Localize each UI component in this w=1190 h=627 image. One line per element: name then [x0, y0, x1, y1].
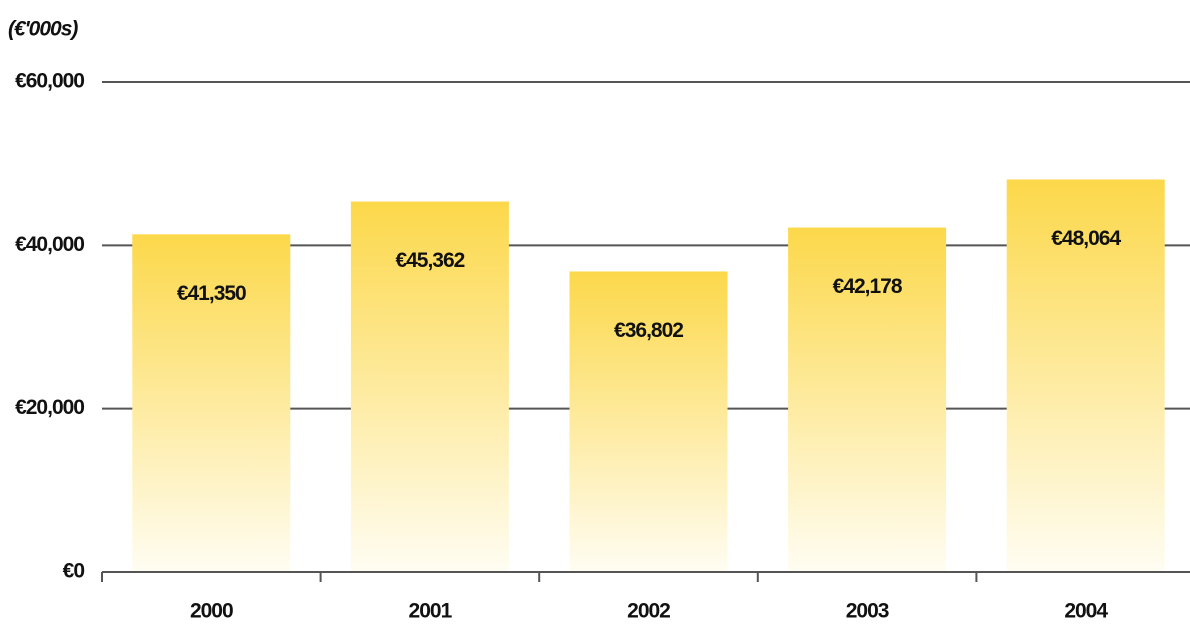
y-tick-label: €40,000 — [15, 233, 84, 256]
x-tick-label: 2003 — [846, 600, 889, 623]
x-tick-label: 2001 — [409, 600, 453, 623]
y-tick-label: €20,000 — [15, 396, 84, 419]
value-label: €36,802 — [614, 319, 683, 342]
value-label: €48,064 — [1051, 227, 1121, 250]
bar — [350, 201, 509, 572]
value-label: €42,178 — [833, 275, 903, 298]
bar — [1006, 179, 1165, 572]
x-tick-label: 2000 — [190, 600, 233, 623]
value-label: €41,350 — [177, 282, 246, 305]
value-label: €45,362 — [395, 249, 464, 272]
y-tick-label: €60,000 — [15, 70, 84, 93]
x-tick-label: 2004 — [1064, 600, 1108, 623]
bar — [788, 227, 947, 572]
y-tick-label: €0 — [63, 560, 85, 583]
bar — [132, 234, 291, 572]
x-tick-label: 2002 — [627, 600, 670, 623]
chart-title: (€'000s) — [8, 18, 78, 41]
bar — [569, 271, 728, 572]
